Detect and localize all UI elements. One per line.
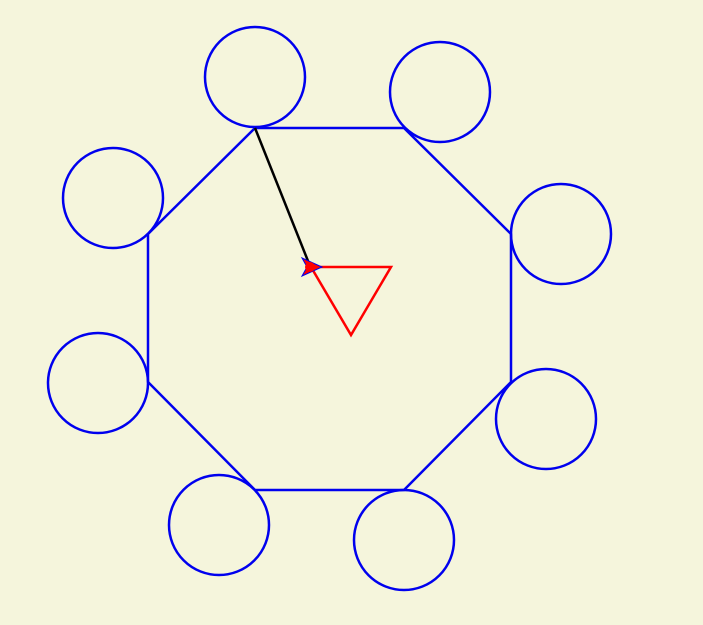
circle-5 (352, 488, 456, 592)
circle-1 (203, 25, 307, 129)
circle-6 (167, 473, 271, 577)
circle-7 (46, 331, 150, 435)
circle-group (46, 25, 613, 592)
circle-4 (494, 367, 598, 471)
connector-line (253, 127, 312, 267)
circle-2 (388, 40, 492, 144)
circle-3 (509, 182, 613, 286)
circle-8 (61, 146, 165, 250)
red-triangle (308, 265, 394, 338)
turtle-arrow-icon (300, 256, 324, 278)
